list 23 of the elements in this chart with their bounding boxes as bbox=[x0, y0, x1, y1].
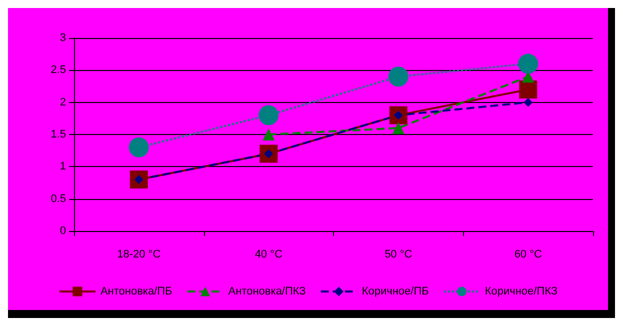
y-tick-label: 0.5 bbox=[50, 192, 66, 205]
point bbox=[262, 128, 275, 140]
legend-label: Антоновка/ПКЗ bbox=[228, 286, 306, 298]
point bbox=[388, 66, 408, 87]
legend-label: Коричное/ПКЗ bbox=[484, 286, 558, 298]
legend-label: Коричное/ПБ bbox=[362, 286, 429, 298]
y-tick-label: 1.5 bbox=[50, 128, 66, 140]
x-tick-label: 40 °C bbox=[254, 248, 282, 260]
legend-label: Антоновка/ПБ bbox=[100, 286, 172, 298]
point bbox=[519, 80, 538, 98]
x-tick-label: 18-20 °C bbox=[117, 248, 161, 260]
y-tick-label: 2 bbox=[60, 96, 66, 108]
x-tick-label: 50 °C bbox=[384, 248, 412, 260]
point bbox=[392, 122, 404, 134]
point bbox=[518, 54, 538, 74]
point bbox=[128, 137, 149, 158]
y-tick-label: 3 bbox=[60, 32, 66, 44]
point bbox=[524, 98, 533, 107]
x-tick-label: 60 °C bbox=[514, 248, 542, 260]
y-tick-label: 0 bbox=[60, 225, 66, 237]
y-tick-label: 1 bbox=[60, 160, 66, 173]
point bbox=[258, 105, 279, 126]
y-tick-label: 2.5 bbox=[50, 64, 66, 76]
